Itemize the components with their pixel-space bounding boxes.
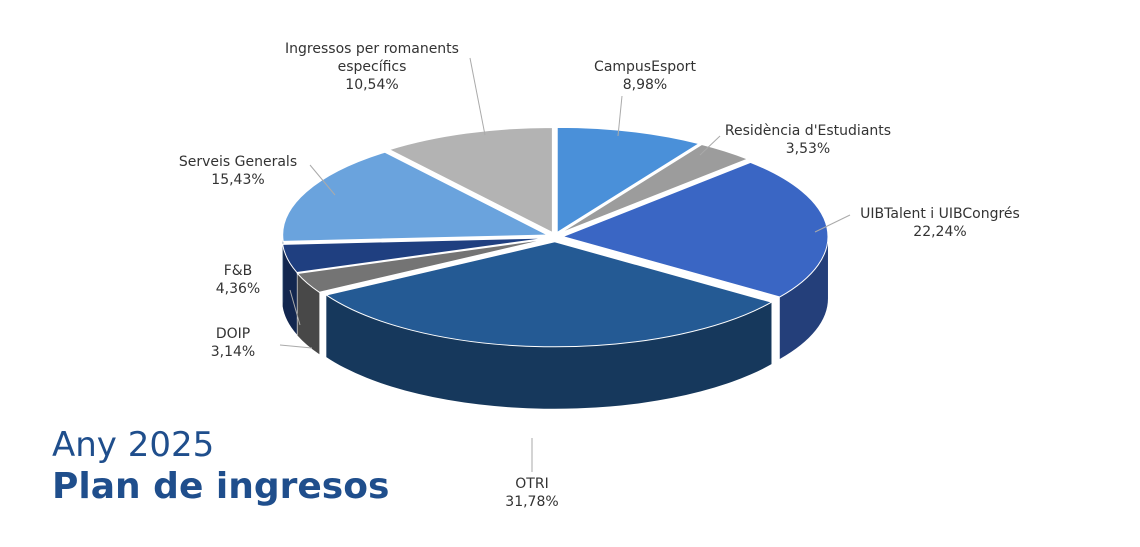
slice-label: OTRI 31,78%: [472, 475, 592, 511]
value-label: 15,43%: [211, 172, 265, 188]
value-label: 31,78%: [505, 494, 559, 510]
slice-label: UIBTalent i UIBCongrés 22,24%: [840, 205, 1040, 241]
value-label: 10,54%: [345, 77, 399, 93]
slice-side: [326, 295, 772, 409]
category-label: CampusEsport: [594, 59, 696, 75]
category-label: Serveis Generals: [178, 154, 298, 170]
slice-side: [297, 273, 320, 355]
slice-label: DOIP 3,14%: [188, 325, 278, 361]
leader-line: [699, 135, 721, 156]
slice: [282, 151, 548, 242]
chart-subtitle: Plan de ingresos: [52, 466, 390, 507]
value-label: 8,98%: [622, 77, 668, 93]
category-label: DOIP: [215, 326, 251, 342]
slice-label: Serveis Generals 15,43%: [163, 153, 313, 189]
slice-label: Ingressos per romanents específics 10,54%: [272, 40, 472, 94]
value-label: 3,53%: [785, 141, 831, 157]
category-label: OTRI: [515, 476, 549, 492]
category-label: Residència d'Estudiants: [724, 123, 892, 139]
slice-side: [779, 236, 828, 359]
chart-title: Any 2025: [52, 425, 215, 465]
category-label: Ingressos per romanents específics: [285, 41, 459, 75]
leader-line: [469, 57, 486, 136]
slice: [325, 241, 773, 348]
category-label: UIBTalent i UIBCongrés: [860, 206, 1020, 222]
category-label: F&B: [223, 263, 253, 279]
slice: [559, 143, 749, 234]
slice: [556, 126, 701, 234]
value-label: 4,36%: [215, 281, 261, 297]
slice: [561, 161, 829, 298]
slice-label: F&B 4,36%: [193, 262, 283, 298]
slice: [388, 126, 553, 234]
slice: [282, 237, 548, 273]
leader-line: [289, 289, 301, 326]
leader-line: [617, 95, 623, 137]
value-label: 3,14%: [210, 344, 256, 360]
value-label: 22,24%: [913, 224, 967, 240]
slice-label: CampusEsport 8,98%: [565, 58, 725, 94]
leader-line: [279, 344, 313, 349]
leader-line: [814, 214, 851, 233]
slice: [296, 238, 548, 293]
leader-line: [309, 164, 336, 196]
slice-label: Residència d'Estudiants 3,53%: [708, 122, 908, 158]
slice-side: [282, 244, 297, 335]
